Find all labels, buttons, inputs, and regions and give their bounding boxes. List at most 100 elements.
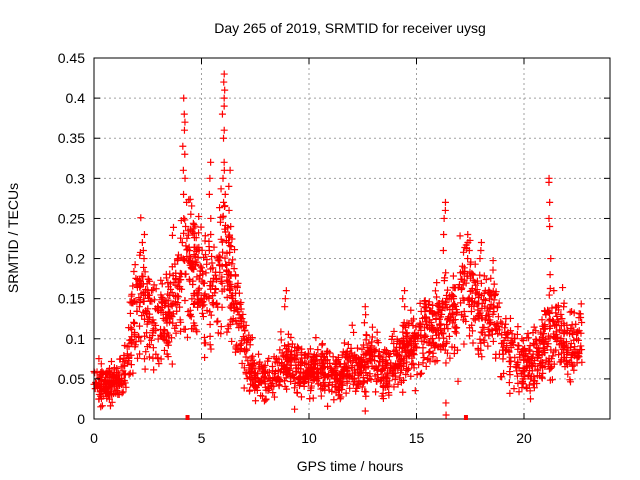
data-point bbox=[379, 355, 387, 363]
data-point bbox=[314, 373, 322, 381]
data-point bbox=[366, 347, 374, 355]
data-point bbox=[481, 297, 489, 305]
data-point bbox=[91, 385, 99, 393]
data-point bbox=[242, 321, 250, 329]
data-point bbox=[221, 225, 229, 233]
data-point bbox=[330, 396, 338, 404]
data-point bbox=[158, 293, 166, 301]
data-point bbox=[149, 354, 157, 362]
data-point bbox=[434, 308, 442, 316]
data-point bbox=[405, 365, 413, 373]
data-point bbox=[489, 302, 497, 310]
data-point bbox=[236, 341, 244, 349]
data-point bbox=[481, 331, 489, 339]
data-point bbox=[435, 334, 443, 342]
data-point bbox=[484, 304, 492, 312]
data-point bbox=[191, 259, 199, 267]
data-point bbox=[143, 320, 151, 328]
data-point bbox=[224, 224, 232, 232]
data-point bbox=[166, 270, 174, 278]
data-point bbox=[454, 377, 462, 385]
data-point bbox=[425, 349, 433, 357]
y-tick-labels: 0 0.05 0.1 0.15 0.2 0.25 0.3 0.35 0.4 0.45 bbox=[58, 50, 85, 427]
data-point bbox=[568, 329, 576, 337]
data-point bbox=[276, 368, 284, 376]
data-point bbox=[360, 341, 368, 349]
data-point bbox=[390, 340, 398, 348]
data-point bbox=[132, 274, 140, 282]
y-axis-label: SRMTID / TECUs bbox=[5, 183, 21, 293]
data-point bbox=[214, 317, 222, 325]
data-point bbox=[433, 279, 441, 287]
data-point bbox=[443, 338, 451, 346]
data-point bbox=[245, 331, 253, 339]
data-point bbox=[220, 158, 228, 166]
data-point bbox=[146, 297, 154, 305]
data-point bbox=[146, 334, 154, 342]
data-point bbox=[419, 344, 427, 352]
data-point bbox=[130, 320, 138, 328]
data-point bbox=[270, 353, 278, 361]
data-point bbox=[281, 383, 289, 391]
data-point bbox=[514, 345, 522, 353]
data-point bbox=[525, 334, 533, 342]
data-point bbox=[180, 229, 188, 237]
data-point bbox=[513, 372, 521, 380]
data-point bbox=[291, 405, 299, 413]
data-point bbox=[390, 383, 398, 391]
data-point bbox=[228, 291, 236, 299]
data-point bbox=[119, 380, 127, 388]
data-point bbox=[527, 362, 535, 370]
data-point bbox=[221, 190, 229, 198]
data-point bbox=[324, 402, 332, 410]
data-point bbox=[132, 338, 140, 346]
data-point bbox=[297, 393, 305, 401]
data-point bbox=[410, 364, 418, 372]
data-point bbox=[253, 386, 261, 394]
data-point bbox=[554, 316, 562, 324]
data-point bbox=[464, 239, 472, 247]
data-point bbox=[270, 393, 278, 401]
data-point bbox=[455, 281, 463, 289]
data-point bbox=[429, 349, 437, 357]
data-point bbox=[219, 174, 227, 182]
data-point bbox=[382, 356, 390, 364]
data-point bbox=[126, 336, 134, 344]
data-point bbox=[116, 355, 124, 363]
data-point bbox=[546, 271, 554, 279]
data-point bbox=[441, 198, 449, 206]
data-point bbox=[268, 363, 276, 371]
data-point bbox=[258, 362, 266, 370]
data-point bbox=[505, 379, 513, 387]
data-point bbox=[194, 303, 202, 311]
data-point bbox=[227, 222, 235, 230]
data-point bbox=[257, 376, 265, 384]
data-point bbox=[126, 309, 134, 317]
data-point bbox=[284, 341, 292, 349]
data-point bbox=[465, 247, 473, 255]
data-point bbox=[220, 134, 228, 142]
data-point bbox=[116, 382, 124, 390]
data-point bbox=[526, 347, 534, 355]
data-point bbox=[133, 307, 141, 315]
data-point bbox=[125, 342, 133, 350]
data-point bbox=[445, 332, 453, 340]
data-point bbox=[566, 358, 574, 366]
data-point bbox=[207, 214, 215, 222]
data-point bbox=[198, 309, 206, 317]
data-point bbox=[561, 341, 569, 349]
data-point bbox=[164, 290, 172, 298]
data-point bbox=[145, 275, 153, 283]
data-point bbox=[129, 282, 137, 290]
y-tick-label: 0.15 bbox=[58, 291, 85, 307]
data-point bbox=[127, 361, 135, 369]
data-point bbox=[266, 375, 274, 383]
data-point bbox=[180, 126, 188, 134]
data-point bbox=[273, 376, 281, 384]
data-point bbox=[122, 383, 130, 391]
data-point bbox=[497, 373, 505, 381]
data-point bbox=[181, 150, 189, 158]
data-point bbox=[502, 331, 510, 339]
data-point bbox=[532, 335, 540, 343]
data-point bbox=[462, 317, 470, 325]
